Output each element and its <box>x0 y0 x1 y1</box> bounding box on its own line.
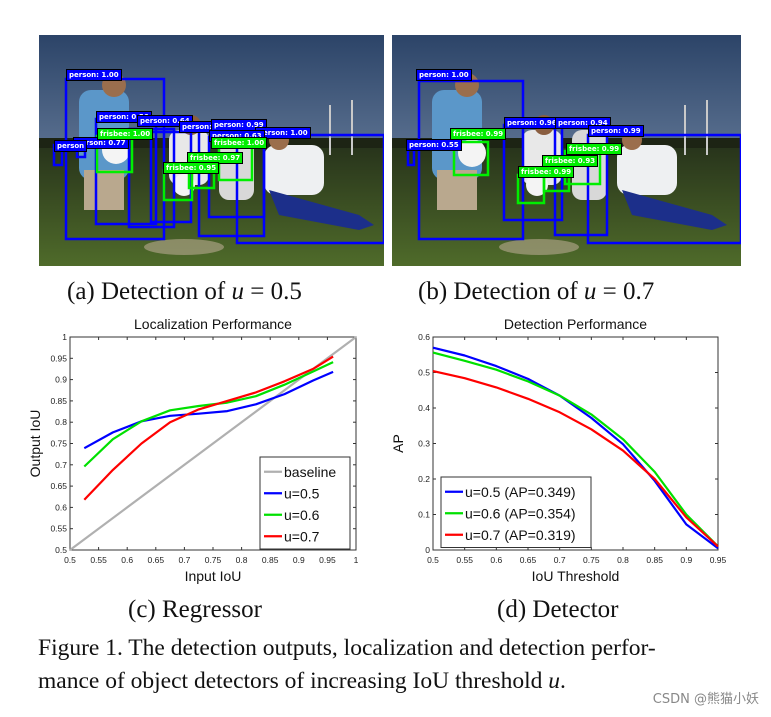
series-line-u=0.7 <box>83 355 334 501</box>
y-tick-label: 0.75 <box>50 439 67 449</box>
x-tick-label: 0.8 <box>617 555 629 565</box>
figure-caption: Figure 1. The detection outputs, localiz… <box>38 632 738 698</box>
y-tick-label: 0.1 <box>418 510 430 520</box>
subcaption-a-var: u <box>231 278 245 305</box>
detection-chart: Detection Performance 0.5 0.55 0.6 0.65 0.7 0.… <box>385 305 771 595</box>
x-tick-label: 0.7 <box>178 555 190 565</box>
localization-chart-svg: Localization Performance 0.5 0.55 0.6 0.65 0.… <box>27 316 359 584</box>
subcaption-b-value: = 0.7 <box>596 278 655 305</box>
caption-period: . <box>560 668 566 694</box>
frisbee-label: frisbee: 0.99 <box>450 128 507 140</box>
subcaption-b-text: (b) Detection of <box>418 278 584 305</box>
legend-label: baseline <box>284 464 336 480</box>
legend-label: u=0.5 <box>284 485 320 501</box>
subcaption-b-var: u <box>583 278 597 305</box>
frisbee-label: frisbee: 0.99 <box>518 166 575 178</box>
x-axis-label: Input IoU <box>185 568 242 584</box>
person-label: person: 1.00 <box>416 69 472 81</box>
person-label: person <box>54 140 88 152</box>
person-label: person: 0.96 <box>504 117 560 129</box>
subcaption-a: (a) Detection of u = 0.5 <box>67 278 302 306</box>
legend-label: u=0.6 (AP=0.354) <box>465 505 576 521</box>
y-axis-label: Output IoU <box>27 410 43 478</box>
person-label: person: 1.00 <box>66 69 122 81</box>
legend-label: u=0.6 <box>284 507 320 523</box>
person-label: person: 0.55 <box>406 139 462 151</box>
x-axis-label: IoU Threshold <box>532 568 620 584</box>
chart-title: Localization Performance <box>134 316 292 332</box>
x-tick-label: 0.75 <box>583 555 600 565</box>
x-tick-label: 0.65 <box>148 555 165 565</box>
series-line-u=0.5 <box>83 370 334 450</box>
y-tick-label: 0 <box>425 545 430 555</box>
y-tick-label: 0.65 <box>50 481 67 491</box>
y-tick-label: 0.4 <box>418 403 430 413</box>
chart-title: Detection Performance <box>504 316 647 332</box>
series-line-u=0.6 <box>83 361 334 468</box>
frisbee-label: frisbee: 1.00 <box>211 137 268 149</box>
y-tick-label: 0.2 <box>418 474 430 484</box>
legend-label: u=0.7 (AP=0.319) <box>465 527 576 543</box>
x-tick-label: 0.65 <box>520 555 537 565</box>
caption-line-1: Figure 1. The detection outputs, localiz… <box>38 635 656 661</box>
caption-var-u: u <box>548 668 561 694</box>
subcaption-a-value: = 0.5 <box>244 278 302 305</box>
x-tick-label: 0.95 <box>319 555 336 565</box>
x-tick-label: 0.95 <box>710 555 727 565</box>
x-tick-label: 0.8 <box>236 555 248 565</box>
x-tick-label: 0.7 <box>554 555 566 565</box>
x-tick-label: 0.5 <box>427 555 439 565</box>
x-tick-label: 0.6 <box>490 555 502 565</box>
y-tick-label: 0.6 <box>418 332 430 342</box>
subcaption-a-text: (a) Detection of <box>67 278 232 305</box>
legend-label: u=0.7 <box>284 528 320 544</box>
y-tick-label: 0.5 <box>55 545 67 555</box>
localization-chart: Localization Performance 0.5 0.55 0.6 0.65 0.… <box>0 305 385 595</box>
x-tick-label: 0.55 <box>90 555 107 565</box>
y-tick-label: 0.6 <box>55 502 67 512</box>
caption-line-2-text: mance of object detectors of increasing … <box>38 668 549 694</box>
y-tick-label: 0.9 <box>55 375 67 385</box>
series-line-u=0.5 <box>432 346 719 550</box>
x-tick-label: 0.5 <box>64 555 76 565</box>
y-tick-label: 0.55 <box>50 524 67 534</box>
subcaption-c: (c) Regressor <box>128 596 262 623</box>
series-line-u=0.6 <box>432 351 719 548</box>
y-axis-label: AP <box>390 434 406 453</box>
y-tick-label: 0.95 <box>50 353 67 363</box>
frisbee-label: frisbee: 0.99 <box>566 143 623 155</box>
subcaption-d: (d) Detector <box>497 596 619 623</box>
x-tick-label: 0.85 <box>262 555 279 565</box>
y-tick-label: 0.85 <box>50 396 67 406</box>
y-tick-label: 1 <box>62 332 67 342</box>
x-tick-label: 0.85 <box>646 555 663 565</box>
series-line-u=0.7 <box>432 370 719 548</box>
caption-line-2: mance of object detectors of increasing … <box>38 665 738 698</box>
x-tick-label: 0.75 <box>205 555 222 565</box>
frisbee-label: frisbee: 0.95 <box>163 162 220 174</box>
x-tick-label: 0.9 <box>293 555 305 565</box>
detection-image-u07: person: 1.00 person: 0.55 person: 0.96 p… <box>392 35 741 266</box>
legend: baseline u=0.5 u=0.6 u=0.7 <box>259 456 351 550</box>
subcaption-b: (b) Detection of u = 0.7 <box>418 278 654 306</box>
watermark: CSDN @熊猫小妖 <box>652 692 759 707</box>
detection-image-u05: person: 1.00 person: 0.56 person: 0.64 p… <box>39 35 384 266</box>
y-tick-label: 0.5 <box>418 368 430 378</box>
x-tick-label: 0.55 <box>456 555 473 565</box>
x-tick-label: 0.6 <box>121 555 133 565</box>
y-tick-label: 0.8 <box>55 417 67 427</box>
x-tick-label: 0.9 <box>680 555 692 565</box>
frisbee-label: frisbee: 1.00 <box>97 128 154 140</box>
y-tick-label: 0.3 <box>418 439 430 449</box>
y-tick-label: 0.7 <box>55 460 67 470</box>
legend-label: u=0.5 (AP=0.349) <box>465 484 576 500</box>
x-tick-label: 1 <box>354 555 359 565</box>
person-label: person: 0.99 <box>588 125 644 137</box>
detection-chart-svg: Detection Performance 0.5 0.55 0.6 0.65 0.7 0.… <box>390 316 727 584</box>
photo-scene <box>39 35 384 266</box>
legend: u=0.5 (AP=0.349) u=0.6 (AP=0.354) u=0.7 (A… <box>440 476 592 548</box>
